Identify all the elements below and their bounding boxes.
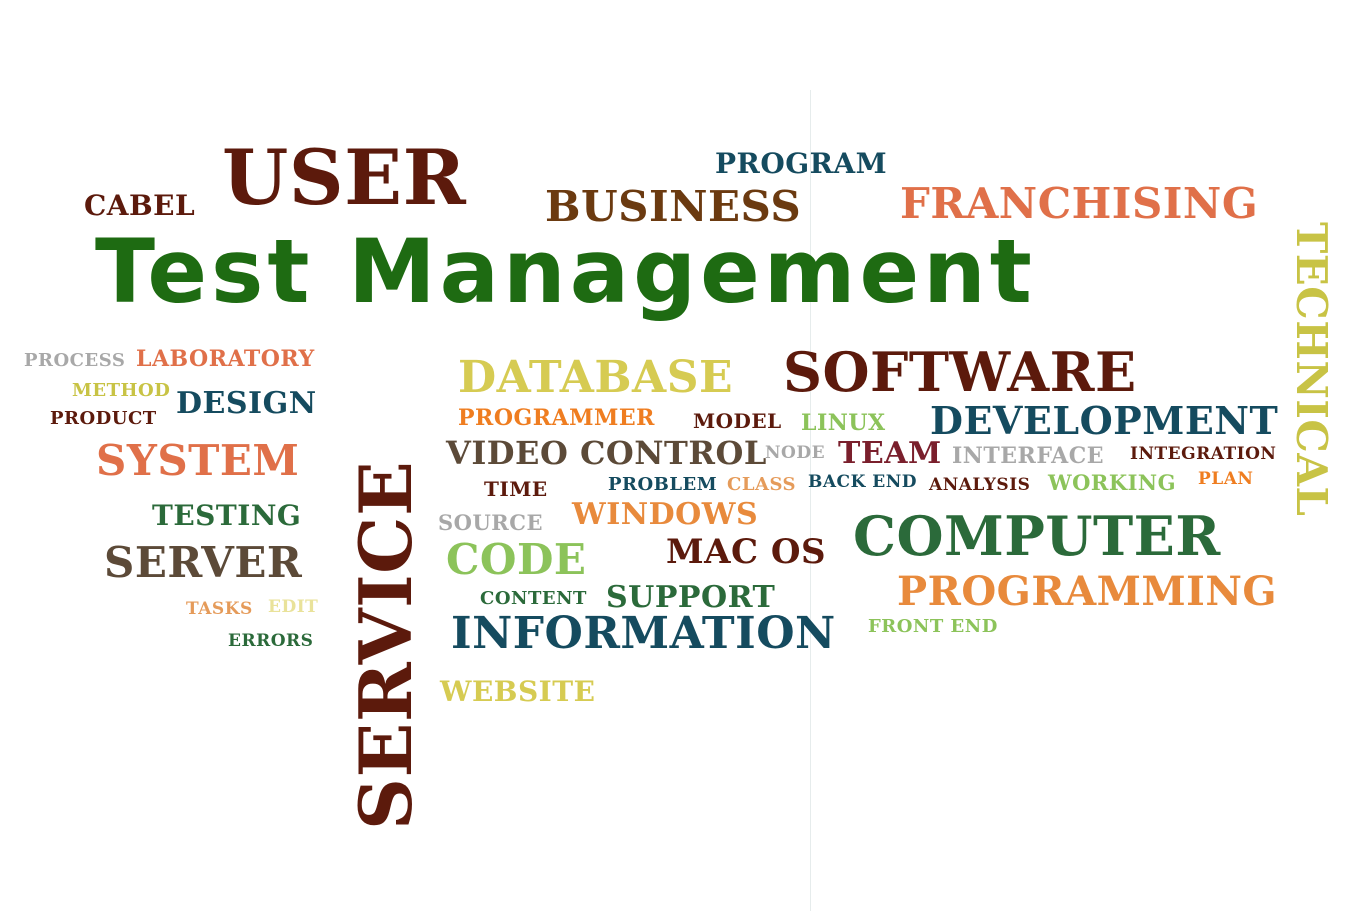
word-computer: COMPUTER (853, 504, 1221, 568)
word-product: PRODUCT (50, 408, 157, 429)
word-software: SOFTWARE (783, 340, 1137, 404)
word-interface: INTERFACE (952, 443, 1105, 469)
word-design: DESIGN (176, 386, 317, 421)
word-windows: WINDOWS (572, 497, 759, 532)
word-website: WEBSITE (440, 675, 596, 708)
word-working: WORKING (1048, 470, 1177, 495)
word-team: TEAM (838, 436, 942, 471)
word-service: SERVICE (343, 460, 428, 830)
word-video-control: VIDEO CONTROL (446, 434, 767, 472)
word-mac-os: MAC OS (666, 532, 827, 572)
word-time: TIME (484, 477, 548, 501)
word-model: MODEL (693, 409, 782, 433)
word-laboratory: LABORATORY (136, 346, 315, 372)
word-front-end: FRONT END (868, 616, 998, 637)
word-process: PROCESS (24, 350, 126, 371)
divider-line (810, 90, 811, 911)
word-tasks: TASKS (186, 599, 253, 619)
word-user: USER (222, 133, 467, 222)
word-system: SYSTEM (96, 436, 300, 485)
word-support: SUPPORT (606, 580, 776, 615)
word-linux: LINUX (801, 410, 886, 436)
word-database: DATABASE (458, 352, 734, 403)
word-program: PROGRAM (715, 147, 888, 180)
word-problem: PROBLEM (608, 474, 718, 495)
word-cabel: CABEL (84, 189, 196, 222)
word-information: INFORMATION (451, 608, 836, 659)
word-node: NODE (765, 443, 826, 463)
word-code: CODE (446, 535, 587, 584)
word-programmer: PROGRAMMER (458, 405, 655, 431)
word-class: CLASS (727, 474, 797, 495)
word-analysis: ANALYSIS (929, 475, 1031, 495)
word-content: CONTENT (480, 588, 587, 609)
word-back-end: BACK END (808, 472, 918, 492)
word-programming: PROGRAMMING (897, 568, 1278, 615)
word-testing: TESTING (152, 499, 302, 532)
word-source: SOURCE (438, 510, 543, 535)
word-title: Test Management (95, 220, 1036, 323)
word-errors: ERRORS (228, 631, 314, 651)
word-integration: INTEGRATION (1130, 444, 1277, 464)
word-franchising: FRANCHISING (900, 179, 1259, 228)
word-development: DEVELOPMENT (930, 398, 1279, 443)
word-server: SERVER (104, 538, 303, 587)
word-plan: PLAN (1198, 469, 1254, 489)
word-business: BUSINESS (545, 182, 802, 231)
word-method: METHOD (72, 380, 171, 401)
word-edit: EDIT (268, 597, 319, 617)
word-technical: TECHNICAL (1287, 222, 1336, 517)
